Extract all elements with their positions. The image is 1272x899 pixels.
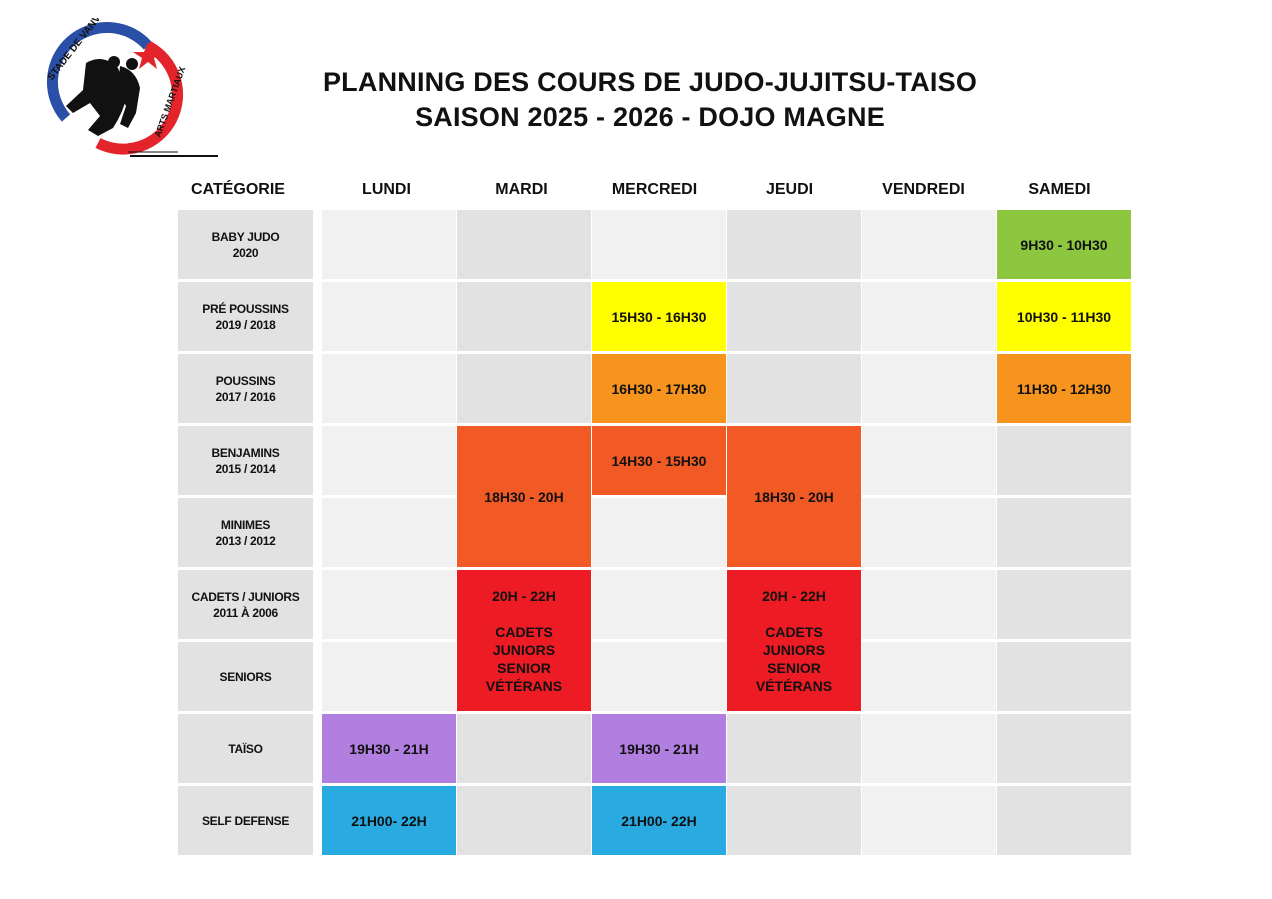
slot-benjamins-minimes-jeudi: 18H30 - 20H [727, 426, 861, 567]
category-name: MINIMES [220, 517, 271, 532]
empty-cell [727, 786, 861, 855]
category-name: TAÏSO [228, 741, 263, 756]
header-categorie: CATÉGORIE [191, 181, 285, 198]
page-title-line2: SAISON 2025 - 2026 - DOJO MAGNE [415, 102, 885, 132]
empty-cell [727, 282, 861, 351]
category-name: SELF DEFENSE [201, 813, 290, 828]
club-logo: STADE DE VANVES ARTS MARTIAUX [46, 18, 218, 157]
empty-cell [322, 498, 456, 567]
empty-cell [592, 210, 726, 279]
empty-cell [862, 498, 996, 567]
empty-cell [862, 210, 996, 279]
header-samedi: SAMEDI [1028, 181, 1091, 198]
slot-baby-judo-samedi: 9H30 - 10H30 [997, 210, 1131, 279]
category-name: PRÉ POUSSINS [202, 301, 289, 316]
slot-benjamins-mercredi: 14H30 - 15H30 [592, 426, 726, 495]
category-years: 2011 À 2006 [213, 605, 278, 620]
empty-cell [727, 714, 861, 783]
page-title-line1: PLANNING DES COURS DE JUDO-JUJITSU-TAISO [322, 67, 978, 97]
header-vendredi: VENDREDI [882, 181, 965, 198]
slot-adults-mardi: 20H - 22H CADETS JUNIORS SENIOR VÉTÉRANS [457, 570, 591, 711]
empty-cell [997, 426, 1131, 495]
category-pre-poussins: PRÉ POUSSINS 2019 / 2018 [178, 282, 313, 351]
group-cadets: CADETS [765, 623, 823, 640]
empty-cell [727, 210, 861, 279]
category-baby-judo: BABY JUDO 2020 [178, 210, 313, 279]
slot-benjamins-minimes-mardi: 18H30 - 20H [457, 426, 591, 567]
slot-self-defense-mercredi: 21H00- 22H [592, 786, 726, 855]
empty-cell [862, 642, 996, 711]
slot-adults-jeudi: 20H - 22H CADETS JUNIORS SENIOR VÉTÉRANS [727, 570, 861, 711]
category-self-defense: SELF DEFENSE [178, 786, 313, 855]
empty-cell [997, 786, 1131, 855]
group-senior: SENIOR [497, 659, 551, 676]
empty-cell [862, 714, 996, 783]
group-juniors: JUNIORS [762, 641, 826, 658]
empty-cell [457, 282, 591, 351]
slot-pre-poussins-samedi: 10H30 - 11H30 [997, 282, 1131, 351]
empty-cell [997, 642, 1131, 711]
slot-poussins-mercredi: 16H30 - 17H30 [592, 354, 726, 423]
empty-cell [322, 570, 456, 639]
category-years: 2019 / 2018 [215, 317, 276, 332]
empty-cell [997, 714, 1131, 783]
category-years: 2015 / 2014 [215, 461, 276, 476]
empty-cell [592, 642, 726, 711]
empty-cell [322, 642, 456, 711]
group-juniors: JUNIORS [492, 641, 556, 658]
group-veterans: VÉTÉRANS [755, 677, 833, 694]
empty-cell [997, 498, 1131, 567]
empty-cell [457, 210, 591, 279]
slot-poussins-samedi: 11H30 - 12H30 [997, 354, 1131, 423]
group-cadets: CADETS [495, 623, 553, 640]
empty-cell [322, 210, 456, 279]
empty-cell [457, 354, 591, 423]
category-minimes: MINIMES 2013 / 2012 [178, 498, 313, 567]
category-name: CADETS / JUNIORS [191, 589, 300, 604]
empty-cell [457, 786, 591, 855]
header-jeudi: JEUDI [765, 181, 814, 198]
slot-taiso-lundi: 19H30 - 21H [322, 714, 456, 783]
empty-cell [322, 354, 456, 423]
category-years: 2020 [232, 245, 259, 260]
slot-time: 20H - 22H [762, 587, 826, 604]
empty-cell [727, 354, 861, 423]
category-poussins: POUSSINS 2017 / 2016 [178, 354, 313, 423]
slot-taiso-mercredi: 19H30 - 21H [592, 714, 726, 783]
empty-cell [997, 570, 1131, 639]
category-years: 2013 / 2012 [215, 533, 276, 548]
group-senior: SENIOR [767, 659, 821, 676]
category-name: SENIORS [219, 669, 272, 684]
header-mardi: MARDI [495, 181, 548, 198]
empty-cell [322, 426, 456, 495]
empty-cell [592, 498, 726, 567]
category-seniors: SENIORS [178, 642, 313, 711]
category-name: BENJAMINS [211, 445, 280, 460]
empty-cell [322, 282, 456, 351]
empty-cell [862, 282, 996, 351]
empty-cell [862, 570, 996, 639]
category-cadets-juniors: CADETS / JUNIORS 2011 À 2006 [178, 570, 313, 639]
category-name: BABY JUDO [211, 229, 280, 244]
slot-pre-poussins-mercredi: 15H30 - 16H30 [592, 282, 726, 351]
empty-cell [862, 786, 996, 855]
category-taiso: TAÏSO [178, 714, 313, 783]
header-lundi: LUNDI [362, 181, 411, 198]
category-years: 2017 / 2016 [215, 389, 276, 404]
slot-self-defense-lundi: 21H00- 22H [322, 786, 456, 855]
slot-time: 20H - 22H [492, 587, 556, 604]
category-name: POUSSINS [215, 373, 276, 388]
empty-cell [457, 714, 591, 783]
empty-cell [862, 426, 996, 495]
category-benjamins: BENJAMINS 2015 / 2014 [178, 426, 313, 495]
empty-cell [592, 570, 726, 639]
group-veterans: VÉTÉRANS [485, 677, 563, 694]
empty-cell [862, 354, 996, 423]
header-mercredi: MERCREDI [611, 181, 698, 198]
